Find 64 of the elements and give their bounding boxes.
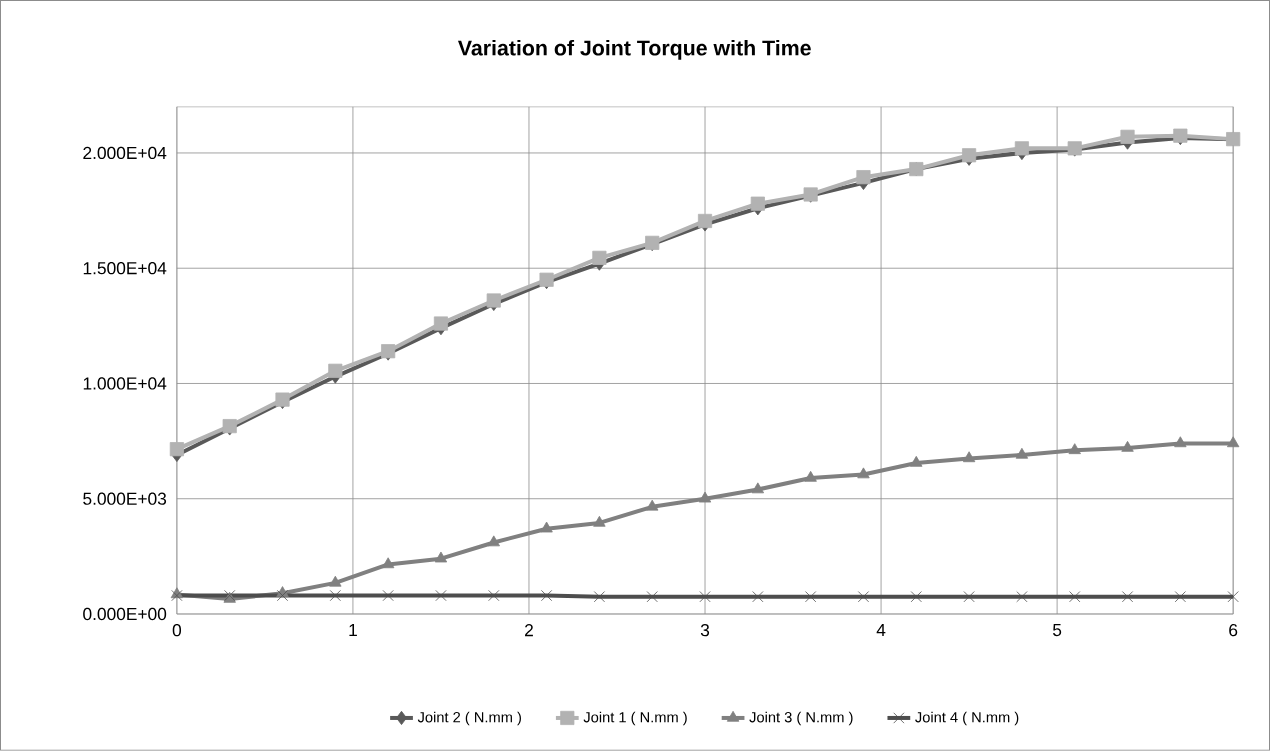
legend-label: Joint 3 ( N.mm ) [749,711,853,726]
point [646,591,658,603]
point [1016,591,1028,603]
point [593,591,605,603]
point [856,170,871,185]
point [697,213,713,229]
point [541,590,553,602]
point [699,591,711,603]
legend-label: Joint 2 ( N.mm ) [417,711,521,726]
point [963,591,975,603]
x-tick-label: 4 [876,624,886,637]
y-tick-label: 0.000E+00 [83,607,167,621]
point [910,591,922,603]
point [1174,436,1187,448]
point [381,557,395,569]
x-tick-label: 6 [1229,624,1238,637]
y-tick-label: 5.000E+03 [83,492,167,505]
point [805,591,817,603]
x-tick-label: 5 [1052,624,1062,637]
point [593,515,606,527]
point [751,482,765,494]
point [592,250,607,265]
point [488,590,500,602]
point [435,590,447,602]
point [1226,436,1240,448]
point [434,551,448,563]
point [1068,443,1081,455]
point [1069,591,1081,603]
point [910,456,923,467]
point [433,316,449,331]
point [1015,447,1029,459]
point [1227,591,1239,603]
point [857,591,870,603]
point [1121,441,1134,452]
point [750,196,765,211]
point [276,590,289,602]
legend-label: Joint 4 ( N.mm ) [915,711,1019,726]
x-tick-label: 3 [700,624,710,637]
point [487,535,500,547]
legend-label: Joint 1 ( N.mm ) [583,711,687,726]
point [1120,129,1135,144]
x-tick-label: 0 [172,624,182,637]
x-tick-label: 2 [525,624,533,637]
point [1121,591,1134,603]
point [857,467,870,479]
point [698,491,712,503]
point [962,451,976,463]
point [382,590,394,602]
point [328,363,343,378]
chart-title: Variation of Joint Torque with Time [457,39,811,60]
y-tick-label: 1.500E+04 [83,262,167,275]
point [169,442,184,457]
point [1014,141,1029,156]
point [752,591,764,603]
point [329,575,342,587]
y-tick-label: 2.000E+04 [83,146,167,160]
point [646,499,659,511]
point [1174,591,1186,603]
point [804,470,817,482]
x-tick-label: 1 [349,624,357,637]
y-tick-label: 1.000E+04 [83,377,167,390]
point [540,521,553,533]
point [486,293,501,308]
point [329,590,341,602]
